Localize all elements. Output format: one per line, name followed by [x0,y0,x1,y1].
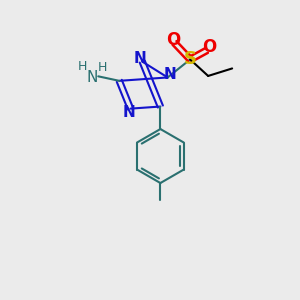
Text: N: N [164,67,177,82]
Text: H: H [98,61,107,74]
Text: S: S [184,50,196,68]
Text: O: O [202,38,217,56]
Text: N: N [122,105,135,120]
Text: O: O [167,31,181,49]
Text: N: N [133,51,146,66]
Text: N: N [87,70,98,85]
Text: H: H [78,60,87,73]
